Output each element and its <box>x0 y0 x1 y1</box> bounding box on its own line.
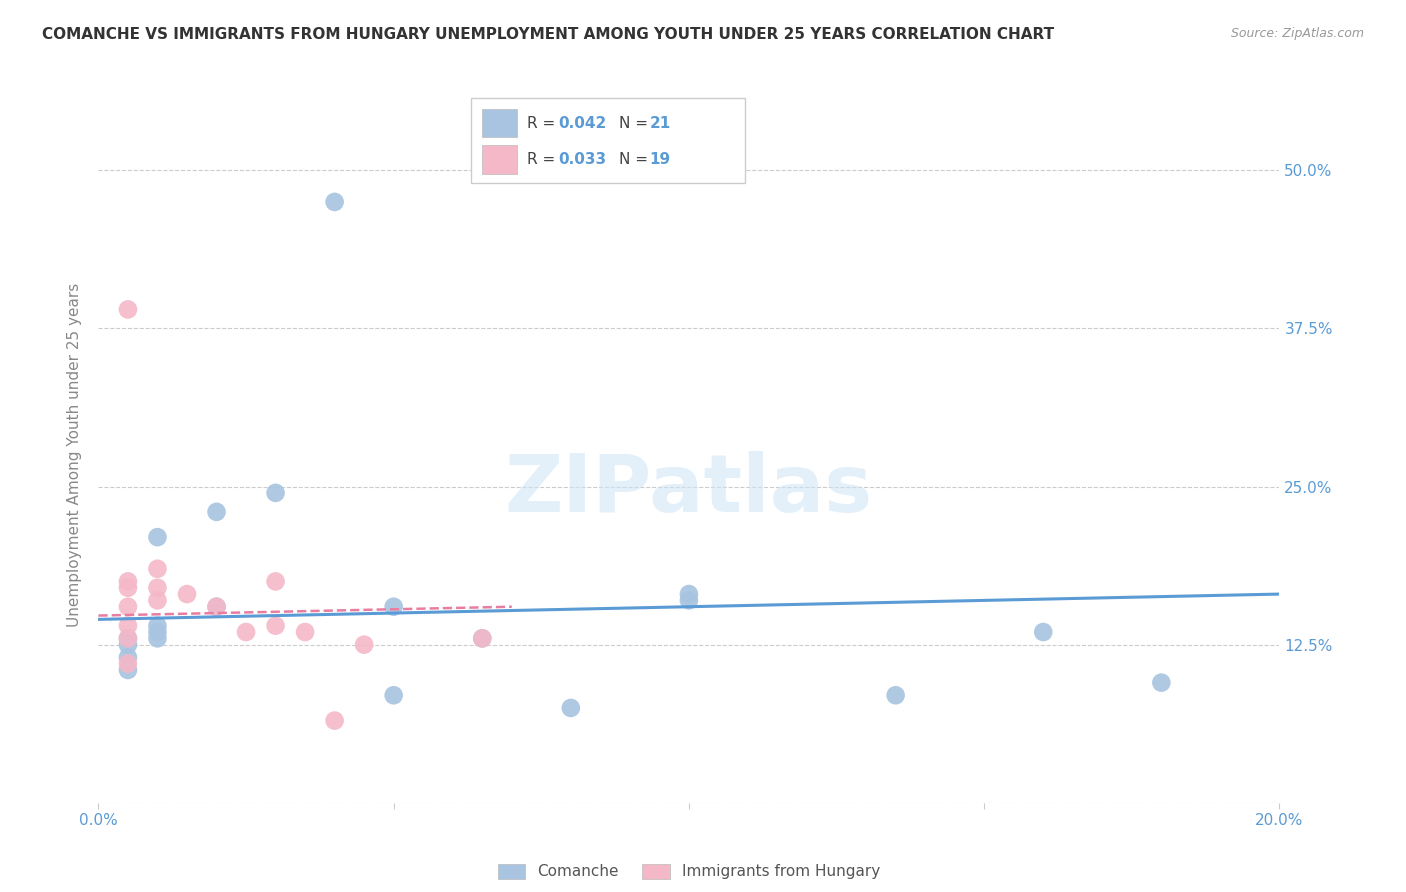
Y-axis label: Unemployment Among Youth under 25 years: Unemployment Among Youth under 25 years <box>67 283 83 627</box>
Point <box>176 587 198 601</box>
Point <box>678 587 700 601</box>
Point <box>471 632 494 646</box>
Text: 21: 21 <box>650 116 671 130</box>
Point <box>264 574 287 589</box>
Point <box>146 625 169 640</box>
Point <box>353 638 375 652</box>
Point <box>117 599 139 614</box>
Point <box>117 574 139 589</box>
Text: 0.033: 0.033 <box>558 153 606 167</box>
Point <box>205 505 228 519</box>
Text: COMANCHE VS IMMIGRANTS FROM HUNGARY UNEMPLOYMENT AMONG YOUTH UNDER 25 YEARS CORR: COMANCHE VS IMMIGRANTS FROM HUNGARY UNEM… <box>42 27 1054 42</box>
Point <box>117 302 139 317</box>
Point <box>117 663 139 677</box>
Point <box>146 593 169 607</box>
Point <box>678 593 700 607</box>
Point <box>471 632 494 646</box>
Point <box>1150 675 1173 690</box>
Point <box>117 632 139 646</box>
Point <box>560 701 582 715</box>
Point <box>205 599 228 614</box>
Point <box>117 632 139 646</box>
Point <box>294 625 316 640</box>
Text: 0.042: 0.042 <box>558 116 606 130</box>
Text: ZIPatlas: ZIPatlas <box>505 450 873 529</box>
Point <box>323 714 346 728</box>
Point <box>117 657 139 671</box>
Point <box>323 194 346 209</box>
Text: 19: 19 <box>650 153 671 167</box>
Point <box>382 688 405 702</box>
Legend: Comanche, Immigrants from Hungary: Comanche, Immigrants from Hungary <box>492 857 886 886</box>
Text: Source: ZipAtlas.com: Source: ZipAtlas.com <box>1230 27 1364 40</box>
Text: N =: N = <box>619 116 652 130</box>
Text: R =: R = <box>527 153 561 167</box>
Point <box>382 599 405 614</box>
Point <box>146 618 169 632</box>
Point <box>146 632 169 646</box>
Point <box>117 650 139 665</box>
Point <box>146 530 169 544</box>
Text: N =: N = <box>619 153 652 167</box>
Text: R =: R = <box>527 116 561 130</box>
Point <box>264 618 287 632</box>
Point <box>117 638 139 652</box>
Point <box>1032 625 1054 640</box>
Point <box>205 599 228 614</box>
Point <box>884 688 907 702</box>
Point <box>117 618 139 632</box>
Point <box>146 562 169 576</box>
Point <box>146 581 169 595</box>
Point <box>264 486 287 500</box>
Point <box>117 581 139 595</box>
Point <box>235 625 257 640</box>
